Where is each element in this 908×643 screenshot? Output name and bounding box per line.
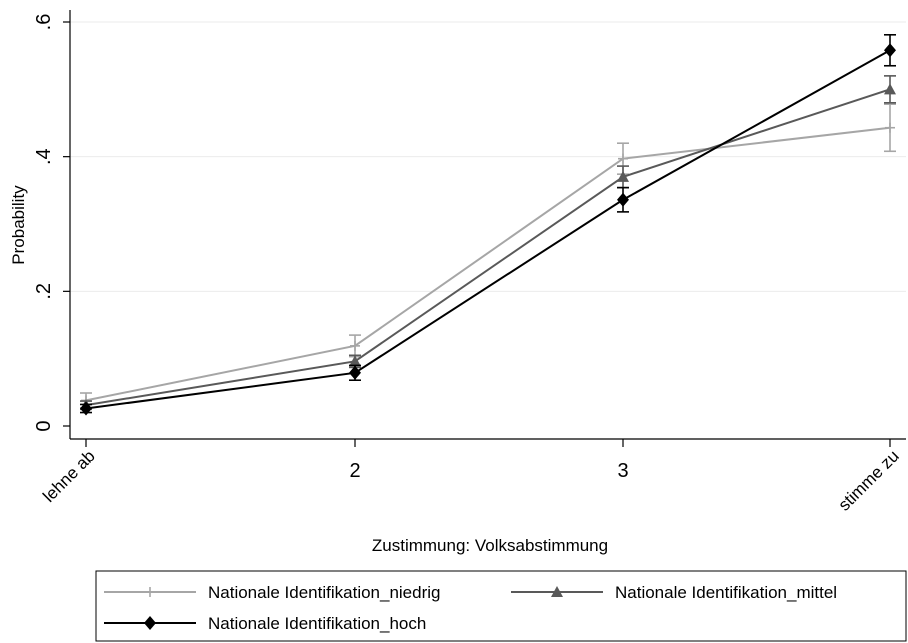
triangle-marker: [349, 355, 361, 367]
triangle-marker: [551, 586, 563, 597]
legend: Nationale Identifikation_niedrig National…: [95, 570, 907, 642]
diamond-marker: [144, 616, 156, 630]
legend-label: Nationale Identifikation_hoch: [208, 614, 426, 633]
diamond-marker: [349, 365, 361, 380]
diamond-marker: [884, 43, 896, 58]
y-tick-label: 0: [33, 420, 55, 431]
series-line: [85, 49, 891, 410]
legend-item: Nationale Identifikation_niedrig: [104, 583, 441, 602]
y-axis-label: Probability: [9, 185, 28, 265]
legend-box: [95, 570, 907, 642]
diamond-marker: [80, 401, 92, 416]
series: [80, 33, 896, 416]
y-tick-label: .6: [33, 14, 55, 31]
series-line: [85, 88, 891, 407]
series-line: [85, 126, 891, 402]
x-tick-label: 3: [617, 460, 628, 482]
series-diamond: [80, 33, 896, 416]
legend-item: Nationale Identifikation_mittel: [511, 583, 837, 602]
x-axis-label: Zustimmung: Volksabstimmung: [372, 536, 608, 555]
triangle-marker: [884, 83, 896, 95]
diamond-marker: [617, 192, 629, 207]
triangle-marker: [617, 170, 629, 182]
grid: [70, 21, 906, 292]
y-tick-label: .4: [33, 148, 55, 165]
x-tick-label: 2: [349, 460, 360, 482]
legend-label: Nationale Identifikation_mittel: [615, 583, 837, 602]
legend-label: Nationale Identifikation_niedrig: [208, 583, 441, 602]
y-tick-label: .2: [33, 283, 55, 300]
legend-item: Nationale Identifikation_hoch: [104, 614, 426, 633]
